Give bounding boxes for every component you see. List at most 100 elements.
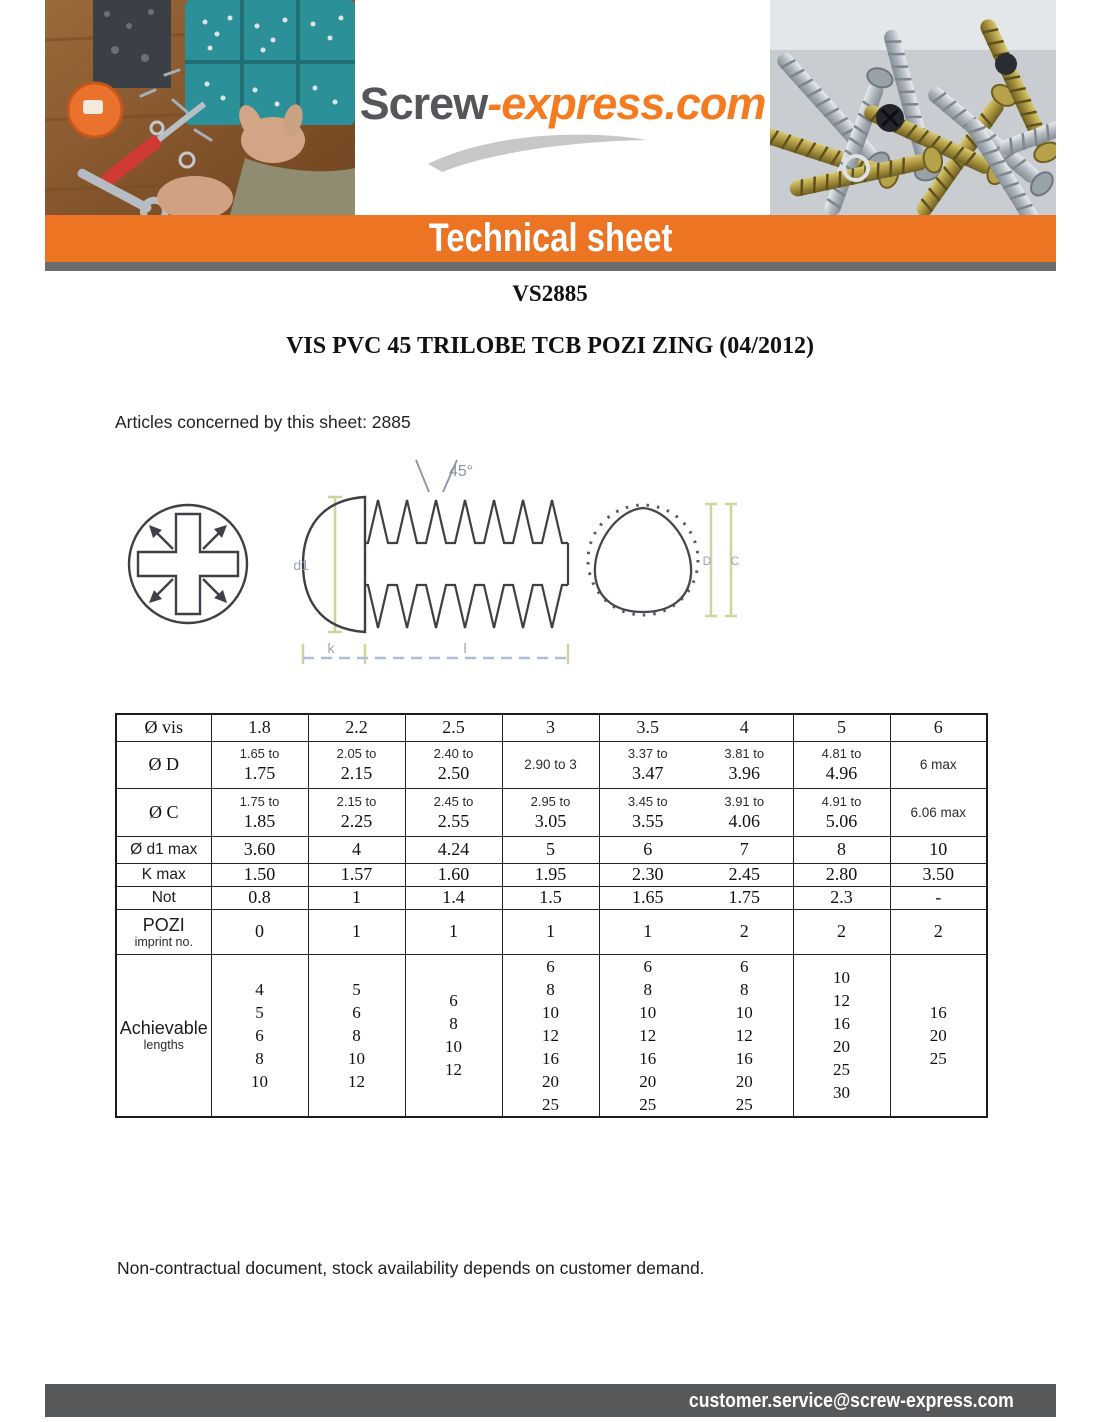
disclaimer-note: Non-contractual document, stock availabi… (117, 1258, 705, 1278)
table-cell: 1 (307, 908, 406, 955)
cell-value: 3.60 (243, 839, 276, 859)
cell-value: 2.05 to 2.15 (336, 746, 377, 783)
technical-drawing-svg: 45° d1 k l D C (127, 459, 740, 664)
workbench-photo-art (45, 0, 355, 215)
cell-value: 5 (546, 839, 555, 859)
table-cell: 3.37 to 3.47 3.81 to 3.96 (598, 740, 794, 789)
cell-value: 1.95 (534, 864, 567, 884)
row-label: Ø d1 max (115, 835, 212, 864)
table-cell: 3.45 to 3.55 3.91 to 4.06 (598, 787, 794, 837)
table-cell: 6 8 10 12 (404, 953, 503, 1117)
table-cell: 4.81 to 4.96 (792, 740, 891, 789)
table-row: Not 0.8 1 1.4 1.5 1.65 1.75 2.3 - (115, 885, 988, 910)
table-cell: 2.30 2.45 (598, 862, 794, 887)
table-cell: 2 (889, 908, 988, 955)
table-cell: 6 8 10 12 16 20 25 (501, 953, 600, 1117)
table-cell: 1.65 to 1.75 (210, 740, 309, 789)
cell-value: 10 (929, 839, 948, 859)
row-label: POZI imprint no. (115, 908, 212, 955)
cell-value: 7 (739, 839, 749, 859)
logo-swoosh (427, 134, 648, 172)
logo-part-orange: -express.com (487, 78, 766, 129)
cell-value: 5 6 8 10 12 (348, 979, 365, 1091)
cell-value: 1 (546, 921, 555, 941)
table-row: Ø D 1.65 to 1.75 2.05 to 2.15 2.40 to 2.50 2.90… (115, 740, 988, 789)
cell-value: 2 (837, 921, 846, 941)
trilobe-cross-section: D C (586, 502, 740, 618)
table-cell: 1 (404, 908, 503, 955)
table-cell: 4 5 6 8 10 (210, 953, 309, 1117)
dim-d1-label: d1 (293, 557, 309, 573)
row-label: Ø C (115, 787, 212, 837)
cell-value: 4.81 to 4.96 (821, 746, 862, 783)
articles-note: Articles concerned by this sheet: 2885 (115, 412, 411, 432)
logo: Screw-express.com (355, 0, 770, 215)
table-cell: 2.40 to 2.50 (404, 740, 503, 789)
dim-l-label: l (463, 640, 466, 656)
cell-value: 16 20 25 (929, 1002, 947, 1068)
table-cell: 1.95 (501, 862, 600, 887)
cell-value: 3.45 to 3.55 (627, 793, 668, 831)
cell-value: 1.50 (243, 864, 276, 884)
cell-value: 8 (837, 839, 846, 859)
logo-part-gray: Screw (359, 78, 489, 129)
table-cell: 6 max (889, 740, 988, 789)
table-header-row: Ø vis 1.8 2.2 2.5 3 3.5 4 5 6 (115, 713, 988, 742)
logo-text: Screw-express.com (355, 78, 770, 130)
table-cell: 3.60 (210, 835, 309, 864)
table-cell: 1.60 (404, 862, 503, 887)
table-cell: 1.4 (404, 885, 503, 910)
banner-title: Technical sheet (428, 216, 673, 260)
table-cell: 6.06 max (889, 787, 988, 837)
technical-drawing: 45° d1 k l D C (113, 452, 745, 695)
cell-value: 6 max (919, 757, 957, 772)
cell-value: 6 8 10 12 (445, 991, 462, 1079)
cell-value: 4.24 (437, 839, 470, 859)
table-row: K max 1.50 1.57 1.60 1.95 2.30 2.45 2.80 3.50 (115, 862, 988, 887)
table-cell: 1 (501, 908, 600, 955)
cell-value: 10 12 16 20 25 30 (833, 968, 850, 1102)
cell-value: 0.8 (248, 887, 271, 907)
table-cell: 2 (792, 908, 891, 955)
table-cell: 1.57 (307, 862, 406, 887)
table-cell: 6 8 10 12 16 20 25 6 8 10 12 16 20 25 (598, 953, 794, 1117)
column-header: 3.5 4 (598, 713, 794, 742)
banner: Technical sheet (45, 215, 1056, 262)
contact-email: customer.service@screw-express.com (689, 1389, 1014, 1412)
table-cell: 4.91 to 5.06 (792, 787, 891, 837)
cell-value: 2.95 to 3.05 (530, 793, 571, 831)
dim-D-label: D (703, 554, 712, 568)
table-cell: 5 6 8 10 12 (307, 953, 406, 1117)
table-cell: 10 (889, 835, 988, 864)
cell-value: 6 (643, 839, 653, 859)
cell-value: 2.45 to 2.55 (433, 793, 474, 831)
table-cell: 1.5 (501, 885, 600, 910)
table-cell: 1.65 1.75 (598, 885, 794, 910)
cell-value: 2.30 (632, 864, 664, 884)
cell-value: 6.06 max (910, 804, 967, 820)
column-header: 2.2 (307, 713, 406, 742)
table-cell: 2.05 to 2.15 (307, 740, 406, 789)
table-cell: - (889, 885, 988, 910)
table-cell: 4.24 (404, 835, 503, 864)
spec-table: Ø vis 1.8 2.2 2.5 3 3.5 4 5 6 Ø D 1.65 to 1.75 2.05 … (115, 713, 988, 1118)
table-cell: 1.75 to 1.85 (210, 787, 309, 837)
table-cell: 2.95 to 3.05 (501, 787, 600, 837)
cell-value: 2 (933, 921, 943, 941)
cell-value: 1.75 to 1.85 (239, 793, 280, 831)
workbench-photo (45, 0, 355, 215)
table-cell: 2.90 to 3 (501, 740, 600, 789)
cell-value: 4.91 to 5.06 (821, 793, 862, 831)
cell-value: 1 (449, 921, 458, 941)
table-cell: 1 (307, 885, 406, 910)
cell-value: 6 8 10 12 16 20 25 (735, 956, 753, 1114)
screws-photo (770, 0, 1056, 215)
row-label: K max (115, 862, 212, 887)
cell-value: - (935, 887, 942, 907)
doc-title: VIS PVC 45 TRILOBE TCB POZI ZING (04/201… (286, 333, 814, 359)
table-cell: 3.50 (889, 862, 988, 887)
table-cell: 0.8 (210, 885, 309, 910)
cell-value: 3.81 to 3.96 (724, 746, 765, 783)
